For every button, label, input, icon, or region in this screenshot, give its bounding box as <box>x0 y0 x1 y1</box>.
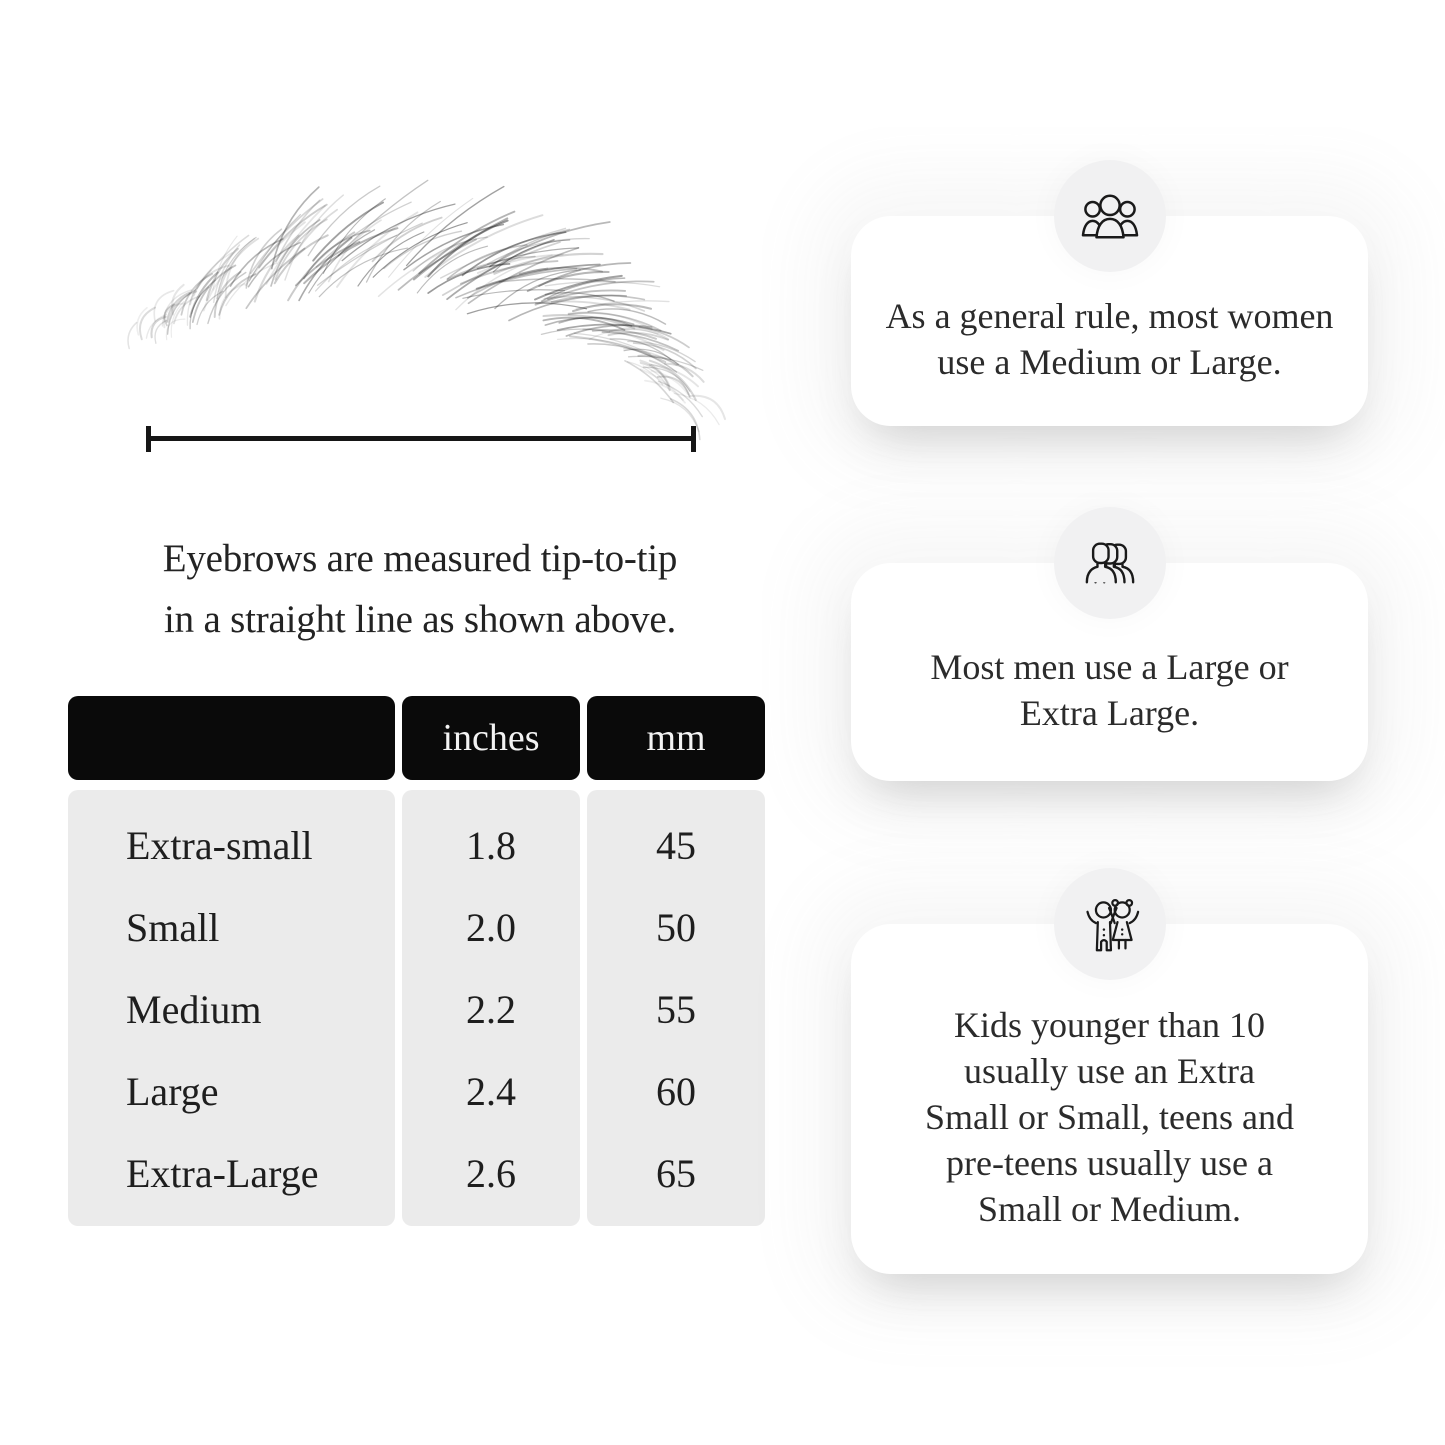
table-column-sizes: Extra-small Small Medium Large Extra-Lar… <box>68 790 395 1226</box>
table-row-size-label: Small <box>126 904 220 950</box>
table-header-blank <box>68 696 395 780</box>
table-cell-inches: 1.8 <box>466 822 516 868</box>
tip-text-women: As a general rule, most women use a Medi… <box>885 296 1334 382</box>
measurement-caption: Eyebrows are measured tip-to-tip in a st… <box>162 537 678 641</box>
table-cell-inches: 2.6 <box>466 1150 516 1196</box>
table-cell-mm: 50 <box>656 904 696 950</box>
table-header-inches: inches <box>402 696 580 780</box>
tip-card-kids: Kids younger than 10 usually use an Extr… <box>851 868 1368 1274</box>
table-cell-mm: 45 <box>656 822 696 868</box>
table-header-mm: mm <box>587 696 765 780</box>
table-cell-inches: 2.0 <box>466 904 516 950</box>
tip-text-men: Most men use a Large or Extra Large. <box>930 647 1289 733</box>
table-cell-mm: 55 <box>656 986 696 1032</box>
table-row-size-label: Extra-small <box>126 822 313 868</box>
size-table: inches mm Extra-small Small Medium Large… <box>68 696 765 1226</box>
table-cell-inches: 2.4 <box>466 1068 516 1114</box>
table-cell-mm: 65 <box>656 1150 696 1196</box>
women-group-icon <box>1053 160 1166 272</box>
table-row-size-label: Medium <box>126 986 262 1032</box>
tip-card-men: Most men use a Large or Extra Large. <box>851 507 1368 781</box>
table-column-mm: 45 50 55 60 65 <box>587 790 765 1226</box>
tip-text-kids: Kids younger than 10 usually use an Extr… <box>925 1005 1294 1229</box>
measurement-line-left-tick <box>146 426 151 452</box>
tip-card-women: As a general rule, most women use a Medi… <box>851 160 1368 426</box>
table-cell-mm: 60 <box>656 1068 696 1114</box>
kids-icon <box>1053 868 1166 980</box>
men-group-icon <box>1053 507 1166 619</box>
table-cell-inches: 2.2 <box>466 986 516 1032</box>
eyebrow-illustration <box>127 179 727 441</box>
measurement-line <box>146 426 696 452</box>
table-row-size-label: Large <box>126 1068 219 1114</box>
table-row-size-label: Extra-Large <box>126 1150 319 1196</box>
table-column-inches: 1.8 2.0 2.2 2.4 2.6 <box>402 790 580 1226</box>
measurement-line-right-tick <box>691 426 696 452</box>
